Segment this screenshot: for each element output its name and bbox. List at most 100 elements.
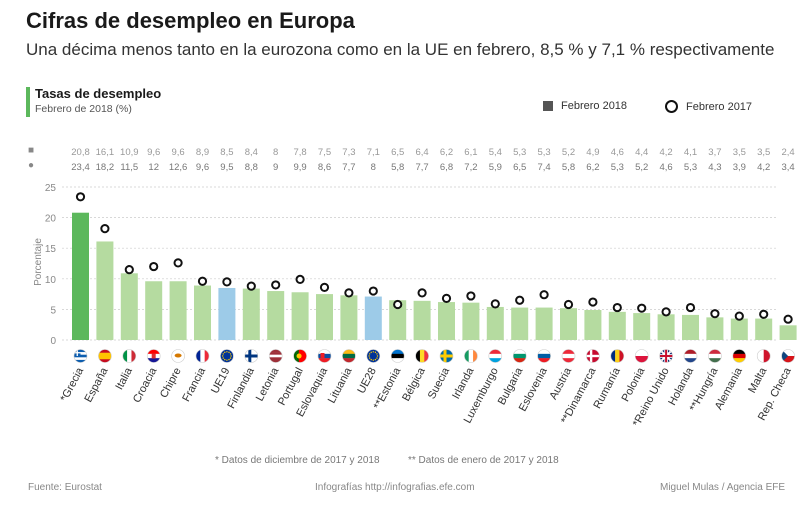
flag-icon	[537, 349, 551, 363]
flag-stripe	[342, 353, 356, 359]
flag-stripe	[269, 349, 283, 353]
y-tick-label: 25	[45, 183, 57, 194]
flag-icon	[439, 349, 454, 363]
value-label-2017: 6,5	[513, 162, 526, 173]
flag-stripe	[419, 349, 425, 363]
flag-part	[74, 352, 81, 354]
flag-icon	[488, 349, 503, 363]
flag-stripe	[98, 349, 112, 353]
marker-feb-2017	[75, 192, 86, 202]
note-december: * Datos de diciembre de 2017 y 2018	[215, 455, 380, 466]
value-label-2017: 9,9	[293, 162, 306, 173]
marker-feb-2017	[710, 309, 720, 319]
value-label-2018: 7,5	[318, 147, 331, 158]
value-label-2018: 7,3	[342, 147, 355, 158]
category-label: Italia	[113, 365, 135, 392]
marker-feb-2017	[783, 314, 793, 324]
value-label-2017: 12,6	[169, 162, 188, 173]
flag-stripe	[562, 349, 575, 355]
flag-stripe	[757, 349, 764, 363]
flag-stripe	[468, 349, 474, 363]
value-label-2017: 5,2	[635, 162, 648, 173]
category-label: Suecia	[426, 365, 453, 401]
value-label-2017: 3,4	[781, 162, 794, 173]
marker-feb-2017	[222, 277, 232, 287]
section-title: Tasas de desempleo	[35, 86, 162, 101]
flag-stripe	[732, 358, 746, 363]
flag-body	[74, 349, 87, 363]
bar-feb-2018	[535, 307, 553, 340]
legend-circle-icon	[665, 100, 678, 113]
marker-feb-2017	[295, 274, 305, 285]
flag-body	[196, 349, 209, 363]
flag-icon	[146, 349, 161, 363]
flag-stripe	[610, 349, 616, 363]
flag-stripe	[684, 349, 697, 355]
flag-stripe	[708, 349, 722, 355]
y-tick-label: 10	[45, 275, 57, 286]
marker-feb-2017	[515, 295, 525, 305]
value-label-2017: 7,4	[537, 162, 550, 173]
value-label-2018: 3,5	[733, 147, 746, 158]
flag-stripe	[391, 358, 405, 363]
flag-outline	[732, 349, 747, 363]
flag-stripe	[147, 358, 161, 363]
flag-outline	[683, 349, 698, 363]
value-label-2017: 9,6	[196, 162, 209, 173]
flag-outline	[561, 349, 576, 363]
value-label-2017: 9	[273, 162, 278, 173]
flag-body	[366, 349, 380, 363]
flag-icon	[98, 349, 112, 363]
bar-feb-2018	[145, 281, 163, 340]
flag-outline	[390, 349, 405, 363]
value-label-2018: 7,1	[367, 147, 380, 158]
flag-icon	[293, 349, 307, 363]
flag-part	[296, 353, 302, 359]
flag-body	[147, 349, 161, 363]
flag-stripe	[415, 349, 421, 363]
flag-part	[222, 353, 224, 355]
flag-part	[248, 349, 252, 363]
flag-icon	[561, 349, 576, 363]
flag-stripe	[318, 349, 331, 355]
value-label-2017: 7,7	[342, 162, 355, 173]
marker-feb-2017	[466, 291, 476, 301]
section-subtitle: Febrero de 2018 (%)	[35, 103, 132, 115]
flag-outline	[366, 349, 381, 363]
bar-feb-2018	[657, 314, 675, 340]
flag-stripe	[732, 349, 746, 355]
flag-body	[562, 349, 575, 363]
bar-feb-2018	[755, 318, 773, 340]
marker-feb-2017	[393, 299, 403, 310]
flag-part	[224, 351, 226, 354]
value-label-2017: 6,8	[440, 162, 453, 173]
flag-outline	[512, 349, 527, 363]
flag-stripe	[708, 358, 722, 363]
flag-icon	[586, 349, 600, 363]
marker-feb-2017	[539, 290, 549, 300]
marker-feb-2017	[368, 286, 378, 296]
flag-stripe	[269, 352, 283, 355]
bar-feb-2018	[779, 325, 797, 340]
flag-stripe	[204, 349, 209, 363]
value-label-2017: 11,5	[120, 162, 138, 173]
flag-icon	[610, 349, 625, 363]
legend-label-2018: Febrero 2018	[561, 100, 628, 112]
flag-part	[368, 357, 371, 359]
value-label-2017: 5,8	[391, 162, 404, 173]
flag-part	[151, 353, 156, 359]
value-label-2017: 7,7	[415, 162, 428, 173]
flag-body	[318, 349, 331, 363]
flag-stripe	[304, 349, 307, 363]
legend-item-2017: Febrero 2017	[665, 100, 752, 113]
value-label-2018: 6,1	[464, 147, 477, 158]
flag-part	[372, 359, 374, 361]
flag-outline	[756, 349, 771, 363]
flag-icon	[464, 349, 478, 363]
flag-outline	[464, 349, 478, 363]
y-tick-label: 15	[45, 244, 57, 255]
flag-outline	[488, 349, 503, 363]
marker-feb-2017	[563, 299, 574, 310]
marker-feb-2017	[417, 288, 427, 298]
bar-feb-2018	[291, 292, 309, 340]
